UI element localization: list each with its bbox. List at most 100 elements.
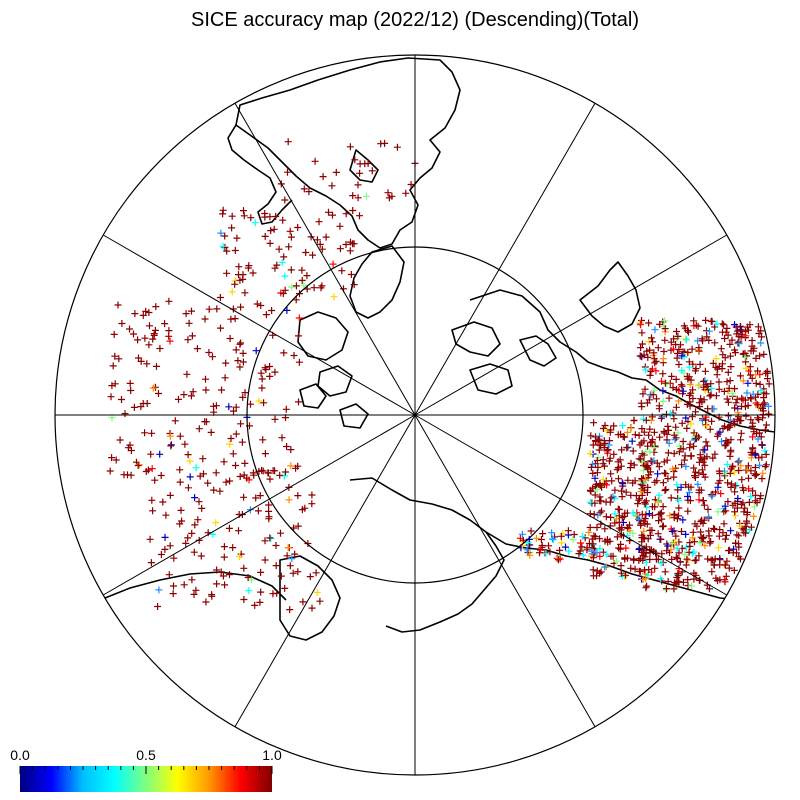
accuracy-marker	[631, 431, 639, 439]
accuracy-marker	[195, 425, 203, 433]
accuracy-marker	[342, 210, 350, 218]
coastline-greenland	[349, 245, 405, 319]
accuracy-marker	[589, 441, 597, 449]
accuracy-marker	[649, 511, 656, 519]
accuracy-marker	[672, 464, 680, 472]
accuracy-marker	[295, 358, 303, 366]
accuracy-marker	[191, 494, 199, 502]
accuracy-marker	[656, 320, 664, 328]
accuracy-marker	[661, 487, 669, 494]
accuracy-marker	[742, 364, 750, 372]
accuracy-marker	[281, 584, 289, 592]
accuracy-marker	[717, 490, 725, 498]
accuracy-marker	[130, 330, 137, 338]
accuracy-marker	[641, 500, 649, 508]
accuracy-marker	[595, 446, 603, 454]
accuracy-marker	[659, 397, 667, 405]
accuracy-marker	[731, 321, 738, 329]
accuracy-marker	[723, 557, 731, 565]
accuracy-marker	[188, 307, 195, 315]
accuracy-marker	[645, 566, 653, 574]
accuracy-marker	[708, 492, 716, 500]
accuracy-marker	[336, 245, 344, 253]
accuracy-marker	[217, 229, 225, 237]
accuracy-marker	[720, 321, 728, 329]
accuracy-marker	[289, 569, 297, 577]
accuracy-marker	[349, 207, 357, 214]
accuracy-marker	[205, 349, 213, 356]
accuracy-marker	[587, 432, 595, 440]
accuracy-marker	[194, 516, 202, 524]
accuracy-marker	[705, 327, 713, 335]
accuracy-marker	[735, 340, 743, 348]
accuracy-marker	[228, 212, 236, 220]
accuracy-marker	[277, 529, 284, 537]
accuracy-marker	[745, 498, 753, 506]
accuracy-marker	[311, 157, 319, 165]
accuracy-marker	[710, 561, 718, 569]
accuracy-marker	[760, 350, 768, 358]
accuracy-marker	[744, 462, 752, 470]
accuracy-marker	[603, 550, 611, 558]
accuracy-marker	[726, 352, 734, 360]
accuracy-marker	[712, 488, 720, 496]
accuracy-marker	[294, 522, 302, 530]
accuracy-marker	[285, 243, 293, 251]
accuracy-marker	[639, 576, 647, 583]
accuracy-marker	[701, 367, 709, 375]
accuracy-marker	[239, 271, 247, 279]
accuracy-marker	[181, 440, 189, 448]
accuracy-marker	[325, 208, 332, 216]
accuracy-marker	[284, 168, 291, 176]
meridian-line	[414, 102, 596, 416]
accuracy-marker	[685, 358, 693, 366]
accuracy-marker	[746, 371, 754, 379]
accuracy-marker	[267, 227, 275, 235]
accuracy-marker	[626, 521, 633, 529]
accuracy-marker	[705, 527, 713, 535]
accuracy-marker	[712, 355, 720, 363]
accuracy-marker	[646, 425, 654, 433]
accuracy-marker	[735, 457, 743, 465]
accuracy-marker	[761, 447, 769, 455]
accuracy-marker	[737, 372, 744, 380]
accuracy-marker	[143, 360, 151, 368]
accuracy-marker	[663, 547, 671, 555]
accuracy-marker	[209, 353, 216, 361]
accuracy-marker	[678, 367, 686, 374]
accuracy-marker	[709, 454, 717, 462]
accuracy-marker	[645, 510, 653, 518]
accuracy-marker	[622, 488, 630, 496]
accuracy-marker	[738, 326, 746, 334]
accuracy-marker	[745, 485, 753, 493]
accuracy-marker	[150, 331, 158, 339]
accuracy-marker	[762, 421, 770, 429]
colorbar-tick-label-max: 1.0	[262, 747, 282, 763]
accuracy-marker	[657, 559, 665, 567]
accuracy-marker	[338, 267, 346, 275]
accuracy-marker	[723, 378, 731, 386]
coastline-archipelago	[297, 311, 369, 429]
accuracy-marker	[283, 552, 291, 560]
accuracy-marker	[690, 429, 698, 437]
accuracy-marker	[615, 524, 623, 532]
accuracy-marker	[636, 567, 643, 575]
accuracy-marker	[705, 585, 713, 593]
accuracy-marker	[266, 372, 274, 380]
accuracy-marker	[197, 552, 205, 560]
accuracy-marker	[639, 533, 647, 541]
accuracy-marker	[704, 405, 712, 413]
accuracy-marker	[684, 348, 692, 356]
accuracy-marker	[570, 531, 578, 538]
colorbar: 0.0 0.5 1.0	[10, 747, 282, 792]
accuracy-marker	[643, 520, 651, 528]
accuracy-marker	[261, 210, 269, 217]
accuracy-marker	[249, 469, 257, 477]
accuracy-marker	[347, 238, 354, 246]
accuracy-marker	[711, 555, 719, 563]
accuracy-marker	[678, 528, 685, 535]
accuracy-marker	[282, 468, 289, 476]
accuracy-marker	[309, 251, 317, 259]
accuracy-marker	[716, 526, 724, 534]
accuracy-marker	[747, 523, 755, 531]
